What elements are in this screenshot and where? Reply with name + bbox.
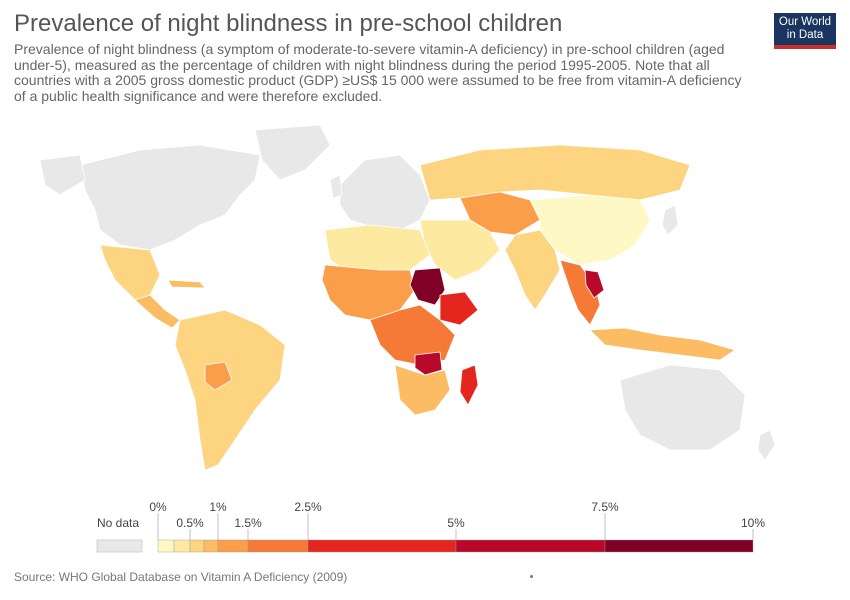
region-sudan[interactable] [409,267,446,306]
chart-subtitle: Prevalence of night blindness (a symptom… [14,41,742,104]
legend-bin-7[interactable] [455,539,606,553]
region-central-america[interactable] [134,294,181,329]
region-central-africa[interactable] [369,304,456,366]
legend-bin-4[interactable] [217,539,249,553]
legend-bin-3[interactable] [203,539,219,553]
legend-tick-label-6: 7.5% [591,500,619,514]
chart-title: Prevalence of night blindness in pre-sch… [14,10,563,37]
logo-line-1: Our World [778,16,832,28]
region-uk[interactable] [329,174,343,199]
region-north-africa[interactable] [324,224,431,271]
region-new-zealand[interactable] [757,429,776,461]
region-greenland[interactable] [254,124,331,181]
region-laos[interactable] [584,269,605,299]
legend-bin-6[interactable] [307,539,457,553]
region-north-america[interactable] [79,144,261,251]
legend-tick-label-5: 5% [447,516,465,530]
legend-tick-label-4: 2.5% [294,500,322,514]
region-australia[interactable] [619,364,746,451]
legend-tick-label-1: 0.5% [176,516,204,530]
legend-no-data-label: No data [97,516,139,530]
source-note: Source: WHO Global Database on Vitamin A… [14,570,348,584]
region-russia[interactable] [419,144,691,201]
region-alaska[interactable] [39,154,86,196]
region-caribbean[interactable] [167,279,206,289]
region-mexico[interactable] [99,244,161,301]
region-south-america[interactable] [174,309,286,471]
legend-no-data-swatch[interactable] [96,539,143,553]
legend-tick-label-3: 1.5% [234,516,262,530]
region-indonesia[interactable] [589,327,736,361]
region-bolivia[interactable] [204,361,233,391]
owid-logo[interactable]: Our World in Data [774,13,836,49]
region-madagascar[interactable] [459,364,479,406]
legend-tick-label-0: 0% [149,500,167,514]
legend-tick-label-7: 10% [741,516,765,530]
region-india[interactable] [504,229,561,311]
legend-tick-label-2: 1% [209,500,227,514]
legend-bin-1[interactable] [173,539,191,553]
logo-line-2: in Data [786,29,824,41]
decorative-dot [530,575,533,578]
legend-bin-8[interactable] [604,539,754,553]
legend-bin-0[interactable] [157,539,175,553]
region-southern-africa[interactable] [394,364,451,416]
legend-bin-2[interactable] [189,539,205,553]
region-southeast-asia[interactable] [559,259,601,326]
region-japan[interactable] [661,204,679,236]
region-europe[interactable] [339,154,431,231]
legend-bin-5[interactable] [247,539,309,553]
world-map[interactable] [0,120,850,490]
legend: No data 0% 0.5% 1% 1.5% 2.5% 5% 7.5% 10% [96,500,765,553]
region-china[interactable] [529,194,651,266]
region-ethiopia[interactable] [439,291,479,326]
